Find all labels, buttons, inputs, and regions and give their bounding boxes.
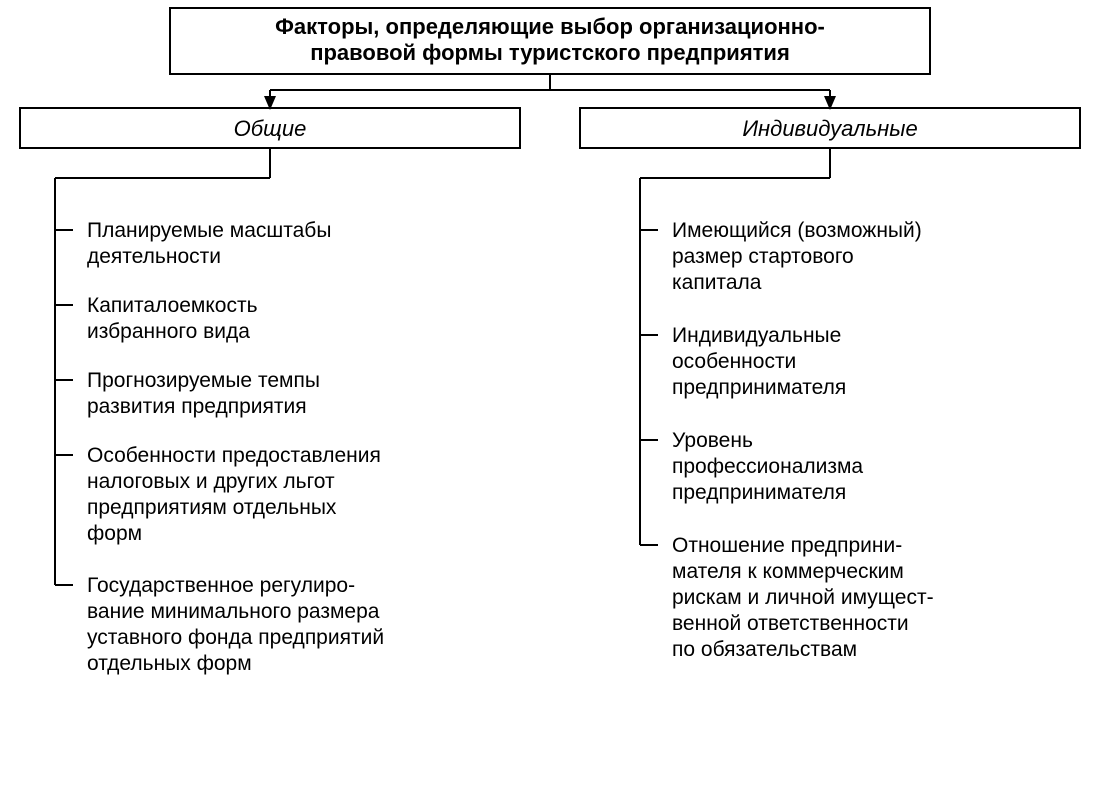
right-item-text: особенности [672, 350, 796, 373]
right-item-text: профессионализма [672, 455, 863, 478]
left-item-text: вание минимального размера [87, 600, 380, 623]
right-item-text: рискам и личной имущест- [672, 586, 934, 609]
right-item-text: предпринимателя [672, 376, 846, 399]
left-item-text: избранного вида [87, 320, 250, 343]
right-item-text: предпринимателя [672, 481, 846, 504]
right-branch-label: Индивидуальные [742, 116, 917, 141]
left-item-text: Прогнозируемые темпы [87, 369, 320, 392]
right-item-text: венной ответственности [672, 612, 909, 635]
left-branch-label: Общие [234, 116, 307, 141]
left-item-text: Планируемые масштабы [87, 219, 331, 242]
left-item-text: развития предприятия [87, 395, 307, 418]
left-item-text: Капиталоемкость [87, 294, 258, 317]
left-item-text: уставного фонда предприятий [87, 626, 384, 649]
factors-diagram: Факторы, определяющие выбор организацион… [0, 0, 1101, 801]
right-item-text: Индивидуальные [672, 324, 841, 347]
left-item-text: Государственное регулиро- [87, 574, 355, 597]
right-item-text: Уровень [672, 429, 753, 452]
right-item-text: Отношение предприни- [672, 534, 902, 557]
left-item-text: Особенности предоставления [87, 444, 381, 467]
right-item-text: мателя к коммерческим [672, 560, 904, 583]
title-line1: Факторы, определяющие выбор организацион… [275, 14, 825, 39]
title-line2: правовой формы туристского предприятия [310, 40, 790, 65]
right-item-text: Имеющийся (возможный) [672, 219, 922, 242]
left-item-text: форм [87, 522, 142, 545]
right-item-text: капитала [672, 271, 762, 294]
left-item-text: отдельных форм [87, 652, 252, 675]
left-item-text: деятельности [87, 245, 221, 268]
left-item-text: налоговых и других льгот [87, 470, 335, 493]
right-item-text: размер стартового [672, 245, 854, 268]
right-item-text: по обязательствам [672, 638, 857, 661]
left-item-text: предприятиям отдельных [87, 496, 337, 519]
